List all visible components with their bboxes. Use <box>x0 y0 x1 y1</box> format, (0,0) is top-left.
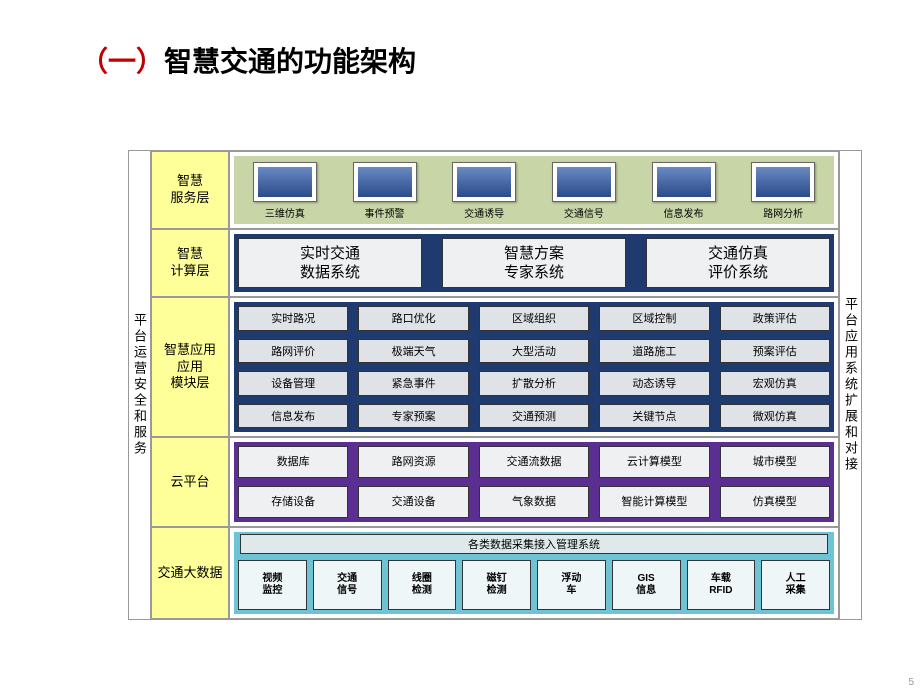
module-cell: 交通预测 <box>479 404 589 429</box>
cloud-cell: 智能计算模型 <box>599 486 709 518</box>
cloud-cell: 交通流数据 <box>479 446 589 478</box>
module-cell: 动态诱导 <box>599 371 709 396</box>
bigdata-cell: 浮动 车 <box>537 560 606 610</box>
cloud-cell: 数据库 <box>238 446 348 478</box>
layer-label-bigdata: 交通大数据 <box>151 527 229 619</box>
service-item: 路网分析 <box>736 162 830 220</box>
cloud-cell: 云计算模型 <box>599 446 709 478</box>
cloud-cell: 仿真模型 <box>720 486 830 518</box>
service-item-label: 信息发布 <box>664 205 704 220</box>
cloud-grid: 数据库路网资源交通流数据云计算模型城市模型存储设备交通设备气象数据智能计算模型仿… <box>238 446 830 518</box>
cloud-layer: 数据库路网资源交通流数据云计算模型城市模型存储设备交通设备气象数据智能计算模型仿… <box>229 437 839 527</box>
service-thumb-icon <box>552 162 616 202</box>
layer-bodies-column: 三维仿真事件预警交通诱导交通信号信息发布路网分析 实时交通 数据系统智慧方案 专… <box>229 151 839 619</box>
module-cell: 宏观仿真 <box>720 371 830 396</box>
title-prefix: （一） <box>80 46 164 77</box>
layer-label-cloud: 云平台 <box>151 437 229 527</box>
layer-labels-column: 智慧 服务层 智慧 计算层 智慧应用 应用 模块层 云平台 交通大数据 <box>151 151 229 619</box>
module-cell: 扩散分析 <box>479 371 589 396</box>
service-item-label: 路网分析 <box>763 205 803 220</box>
module-cell: 极端天气 <box>358 339 468 364</box>
module-cell: 道路施工 <box>599 339 709 364</box>
bigdata-layer: 各类数据采集接入管理系统 视频 监控交通 信号线圈 检测磁钉 检测浮动 车GIS… <box>229 527 839 619</box>
service-item: 事件预警 <box>338 162 432 220</box>
service-item: 交通诱导 <box>437 162 531 220</box>
service-item-label: 事件预警 <box>365 205 405 220</box>
module-cell: 紧急事件 <box>358 371 468 396</box>
title-main: 智慧交通的功能架构 <box>164 46 416 77</box>
modules-grid: 实时路况路口优化区域组织区域控制政策评估路网评价极端天气大型活动道路施工预案评估… <box>238 306 830 428</box>
cloud-cell: 存储设备 <box>238 486 348 518</box>
service-items: 三维仿真 事件预警 交通诱导 交通信号 信息发布 路网分析 <box>234 156 834 224</box>
module-cell: 信息发布 <box>238 404 348 429</box>
page-number: 5 <box>908 677 914 688</box>
service-thumb-icon <box>253 162 317 202</box>
compute-layer: 实时交通 数据系统智慧方案 专家系统交通仿真 评价系统 <box>229 229 839 297</box>
layer-label-service: 智慧 服务层 <box>151 151 229 229</box>
service-thumb-icon <box>751 162 815 202</box>
bigdata-cell: 车载 RFID <box>687 560 756 610</box>
module-cell: 设备管理 <box>238 371 348 396</box>
service-item: 交通信号 <box>537 162 631 220</box>
cloud-cell: 城市模型 <box>720 446 830 478</box>
service-item: 信息发布 <box>637 162 731 220</box>
bigdata-header: 各类数据采集接入管理系统 <box>240 534 828 554</box>
bigdata-cell: 视频 监控 <box>238 560 307 610</box>
architecture-diagram: 平台运营安全和服务 智慧 服务层 智慧 计算层 智慧应用 应用 模块层 云平台 … <box>128 150 862 620</box>
module-cell: 实时路况 <box>238 306 348 331</box>
module-cell: 政策评估 <box>720 306 830 331</box>
bigdata-cell: 交通 信号 <box>313 560 382 610</box>
service-item: 三维仿真 <box>238 162 332 220</box>
layer-label-compute: 智慧 计算层 <box>151 229 229 297</box>
service-thumb-icon <box>452 162 516 202</box>
module-cell: 区域控制 <box>599 306 709 331</box>
bigdata-cell: 人工 采集 <box>761 560 830 610</box>
left-strip: 平台运营安全和服务 <box>129 151 151 619</box>
module-cell: 路网评价 <box>238 339 348 364</box>
service-layer: 三维仿真 事件预警 交通诱导 交通信号 信息发布 路网分析 <box>229 151 839 229</box>
compute-items: 实时交通 数据系统智慧方案 专家系统交通仿真 评价系统 <box>238 238 830 288</box>
bigdata-cell: 磁钉 检测 <box>462 560 531 610</box>
service-item-label: 交通信号 <box>564 205 604 220</box>
modules-layer: 实时路况路口优化区域组织区域控制政策评估路网评价极端天气大型活动道路施工预案评估… <box>229 297 839 437</box>
slide-title: （一）智慧交通的功能架构 <box>80 40 416 80</box>
module-cell: 微观仿真 <box>720 404 830 429</box>
compute-box: 交通仿真 评价系统 <box>646 238 830 288</box>
bigdata-cell: 线圈 检测 <box>388 560 457 610</box>
layer-label-modules: 智慧应用 应用 模块层 <box>151 297 229 437</box>
module-cell: 大型活动 <box>479 339 589 364</box>
service-thumb-icon <box>652 162 716 202</box>
service-thumb-icon <box>353 162 417 202</box>
module-cell: 预案评估 <box>720 339 830 364</box>
compute-box: 实时交通 数据系统 <box>238 238 422 288</box>
module-cell: 区域组织 <box>479 306 589 331</box>
compute-box: 智慧方案 专家系统 <box>442 238 626 288</box>
service-item-label: 三维仿真 <box>265 205 305 220</box>
module-cell: 路口优化 <box>358 306 468 331</box>
cloud-cell: 交通设备 <box>358 486 468 518</box>
cloud-cell: 气象数据 <box>479 486 589 518</box>
module-cell: 专家预案 <box>358 404 468 429</box>
service-item-label: 交通诱导 <box>464 205 504 220</box>
bigdata-cell: GIS 信息 <box>612 560 681 610</box>
bigdata-grid: 视频 监控交通 信号线圈 检测磁钉 检测浮动 车GIS 信息车载 RFID人工 … <box>238 560 830 610</box>
cloud-cell: 路网资源 <box>358 446 468 478</box>
right-strip: 平台应用系统扩展和对接 <box>839 151 861 619</box>
module-cell: 关键节点 <box>599 404 709 429</box>
